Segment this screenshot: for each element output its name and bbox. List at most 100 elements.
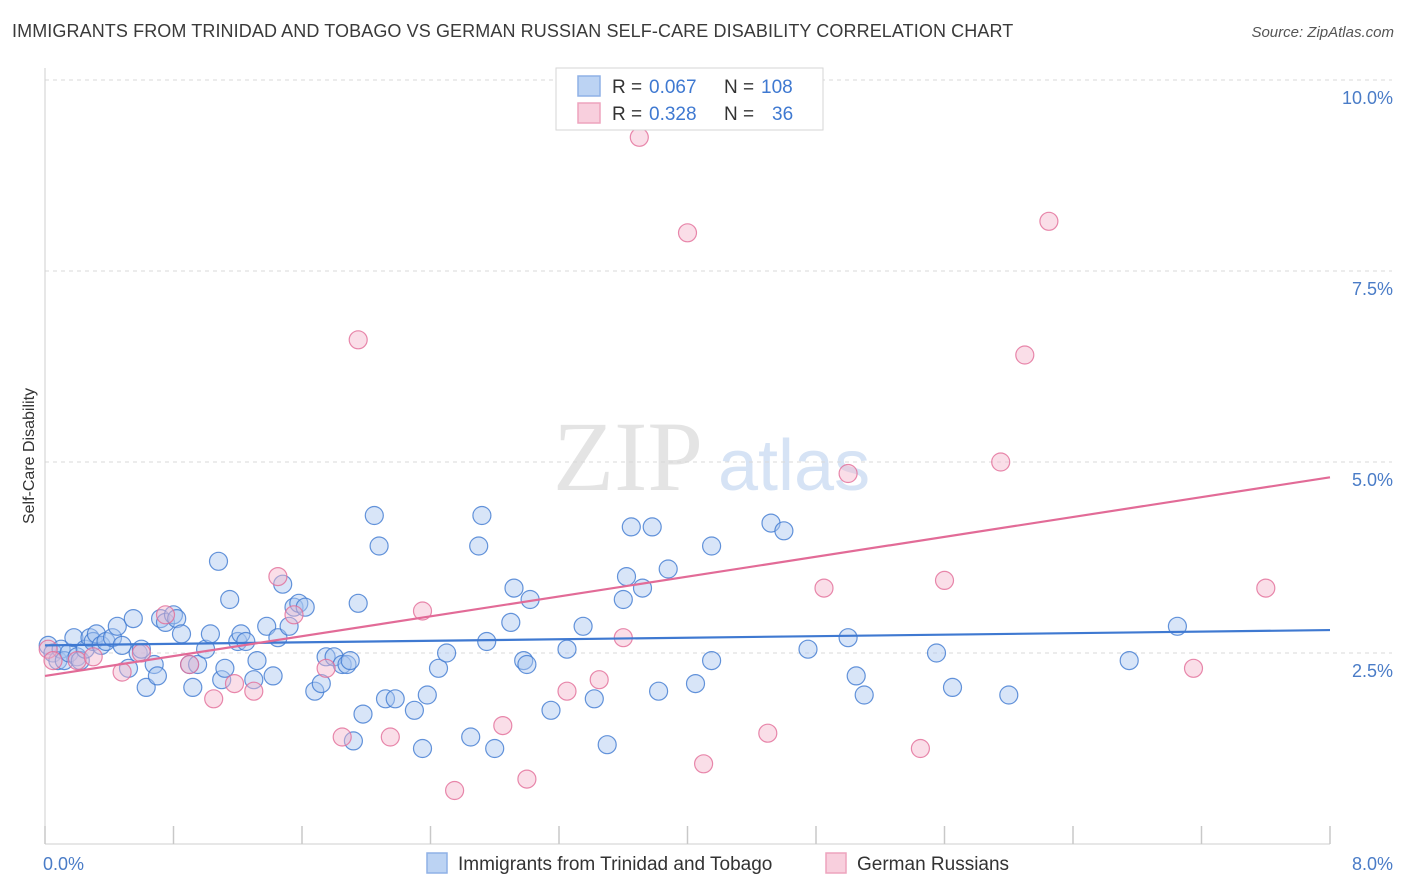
legend-r-label-1: R =	[612, 77, 642, 98]
point-blue-36	[212, 670, 232, 690]
axes	[44, 68, 1331, 845]
point-blue-15	[102, 628, 123, 648]
tick-labels: 2.5% 5.0% 7.5% 10.0% 0.0% 8.0%	[43, 88, 1393, 874]
grid-lines	[45, 79, 1392, 654]
point-blue-64	[375, 689, 396, 709]
point-blue-27	[163, 605, 184, 625]
point-blue-16	[107, 616, 127, 636]
point-pink-36	[1256, 578, 1276, 598]
point-pink-22	[589, 670, 609, 690]
point-blue-32	[188, 654, 208, 675]
point-blue-44	[257, 616, 277, 636]
trend-lines	[44, 476, 1331, 678]
point-blue-92	[658, 559, 678, 579]
bottom-legend-label-1: Immigrants from Trinidad and Tobago	[458, 854, 772, 875]
legend-n-label-2: N =	[724, 104, 754, 125]
watermark: ZIP atlas	[553, 401, 870, 512]
point-blue-68	[417, 685, 437, 705]
point-pink-26	[693, 754, 714, 774]
point-pink-2	[67, 650, 87, 671]
source-label: Source: ZipAtlas.com	[1251, 24, 1394, 41]
legend-n-label-1: N =	[724, 77, 754, 98]
point-blue-73	[472, 505, 492, 526]
point-blue-63	[369, 536, 389, 556]
y-tick-label-0: 2.5%	[1352, 661, 1393, 681]
point-blue-98	[798, 639, 818, 659]
point-pink-20	[517, 769, 537, 789]
point-blue-61	[353, 704, 373, 724]
point-blue-94	[701, 650, 722, 671]
legend-r-value-2: 0.328	[649, 104, 697, 125]
point-pink-29	[838, 463, 858, 484]
series-legend: Immigrants from Trinidad and Tobago Germ…	[426, 852, 1009, 875]
watermark-atlas: atlas	[718, 426, 870, 506]
y-tick-label-1: 5.0%	[1352, 470, 1393, 490]
chart-title: IMMIGRANTS FROM TRINIDAD AND TOBAGO VS G…	[12, 21, 1014, 41]
point-blue-37	[215, 658, 235, 678]
point-blue-81	[541, 700, 561, 720]
point-blue-93	[685, 673, 706, 694]
point-blue-28	[167, 608, 187, 629]
point-blue-97	[774, 521, 794, 541]
legend-r-label-2: R =	[612, 104, 642, 125]
point-pink-11	[268, 566, 288, 587]
point-blue-85	[597, 735, 617, 755]
point-blue-26	[155, 612, 176, 633]
point-pink-32	[991, 452, 1011, 472]
point-pink-17	[412, 601, 433, 621]
stats-legend: R = 0.067 N = 108 R = 0.328 N = 36	[555, 67, 824, 131]
point-pink-3	[83, 647, 103, 667]
point-blue-86	[613, 589, 633, 610]
point-blue-66	[404, 700, 424, 720]
y-axis-label: Self-Care Disability	[21, 388, 38, 524]
point-blue-31	[183, 677, 203, 698]
point-blue-19	[123, 608, 143, 629]
point-blue-88	[621, 517, 641, 537]
point-blue-29	[171, 624, 192, 644]
point-pink-13	[316, 658, 336, 678]
point-blue-72	[469, 536, 489, 556]
point-blue-87	[616, 566, 637, 587]
point-blue-83	[573, 616, 593, 636]
point-blue-90	[642, 517, 662, 537]
point-blue-102	[926, 643, 947, 663]
point-pink-16	[380, 727, 400, 747]
point-blue-95	[701, 536, 722, 556]
point-blue-105	[1119, 650, 1139, 671]
y-tick-label-2: 7.5%	[1352, 279, 1393, 299]
point-blue-38	[220, 589, 240, 610]
point-blue-67	[412, 738, 433, 759]
point-pink-15	[348, 330, 368, 350]
point-blue-24	[147, 666, 167, 686]
point-pink-28	[814, 578, 834, 598]
point-pink-9	[224, 673, 245, 694]
bottom-legend-swatch-pink	[825, 852, 847, 874]
point-pink-12	[284, 605, 304, 625]
point-blue-54	[316, 647, 336, 667]
legend-n-value-2: 36	[772, 104, 793, 125]
point-pink-1	[43, 650, 63, 671]
point-blue-79	[517, 654, 537, 675]
point-blue-69	[428, 658, 449, 678]
point-pink-31	[934, 570, 955, 591]
point-blue-48	[279, 616, 299, 636]
point-blue-70	[437, 643, 457, 663]
watermark-zip: ZIP	[553, 401, 703, 512]
legend-swatch-pink	[577, 102, 601, 124]
point-pink-18	[445, 780, 465, 801]
point-blue-22	[136, 677, 156, 698]
x-tick-label-1: 8.0%	[1352, 854, 1393, 874]
point-blue-99	[838, 628, 858, 648]
point-blue-59	[343, 731, 363, 751]
point-blue-84	[584, 689, 604, 709]
trend-line-pink	[44, 476, 1331, 678]
point-blue-103	[942, 677, 963, 698]
point-pink-24	[629, 127, 649, 147]
point-blue-6	[64, 628, 84, 648]
point-blue-52	[305, 681, 325, 701]
point-blue-58	[340, 650, 360, 671]
point-pink-7	[180, 654, 200, 675]
point-blue-75	[485, 738, 505, 759]
point-pink-30	[910, 738, 931, 759]
